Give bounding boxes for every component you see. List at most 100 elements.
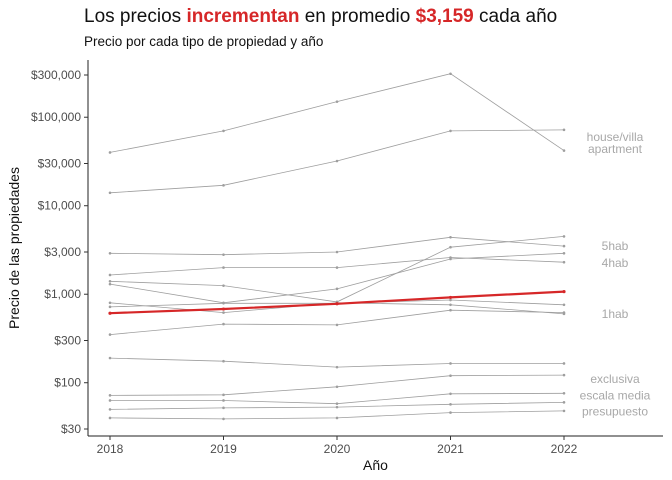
property-type-point [562,373,566,377]
series-label: presupuesto [582,405,648,419]
property-type-point [108,282,112,286]
property-type-point [335,159,339,163]
property-type-point [108,356,112,360]
property-type-point [449,362,452,365]
average-price-point [562,290,566,294]
x-tick-label: 2021 [437,442,464,456]
property-type-point [449,72,452,76]
property-type-point [335,365,339,369]
y-tick-label: $300 [54,334,81,348]
property-type-point [335,402,339,405]
property-type-point [335,416,339,420]
property-type-point [222,301,225,305]
property-type-line [109,357,564,368]
title-part-2: en promedio [299,6,416,27]
average-price-point [221,307,226,311]
property-type-point [108,408,112,411]
property-type-point [108,191,112,195]
property-type-point [449,374,452,378]
property-type-point [108,279,112,283]
series-label: exclusiva [590,372,640,386]
series-label: house/villa [587,130,644,144]
x-tick-label: 2022 [551,442,578,456]
property-type-point [108,252,112,255]
property-type-line [109,309,565,335]
property-type-point [335,100,339,103]
title-highlight-amount: $3,159 [415,6,474,27]
average-price-point [108,311,112,315]
property-type-point [222,417,225,421]
x-tick-label: 2018 [97,442,124,456]
property-type-point [562,311,566,314]
property-type-point [108,305,112,309]
property-type-point [562,149,566,152]
property-type-point [108,416,112,420]
property-type-point [222,399,225,402]
property-type-point [108,151,112,154]
property-type-point [108,333,112,336]
title-highlight-increase: incrementan [186,6,300,27]
property-type-point [449,411,452,414]
property-type-point [562,260,566,264]
property-type-point [108,301,112,305]
series-label: apartment [588,142,643,156]
property-type-point [222,253,225,256]
x-tick-label: 2019 [210,442,237,456]
x-axis-title: Año [363,457,388,473]
property-type-point [222,359,225,363]
y-axis-title: Precio de las propiedades [6,167,22,329]
average-price-point [448,295,453,300]
property-type-point [449,403,452,406]
series-label: 5hab [602,239,629,253]
y-tick-label: $1,000 [44,287,81,301]
property-type-point [335,323,339,327]
property-type-point [562,409,566,413]
property-type-point [449,298,452,302]
property-type-line [109,236,565,303]
chart-subtitle: Precio por cada tipo de propiedad y año [84,34,324,49]
property-type-point [222,184,225,187]
property-type-point [449,303,452,307]
series-label: escala media [580,388,651,402]
title-part-1: Los precios [84,6,187,27]
property-type-point [222,284,225,287]
property-type-point [449,235,452,239]
title-part-3: cada año [473,6,558,27]
property-type-point [562,401,566,404]
property-type-point [222,129,225,133]
series-label: 1hab [602,307,629,321]
property-type-point [449,245,452,249]
property-type-point [108,394,112,397]
property-type-point [335,405,339,409]
property-type-point [335,266,339,269]
y-tick-label: $300,000 [31,68,81,82]
property-type-point [335,250,339,254]
property-type-point [222,266,225,269]
property-type-point [562,128,566,132]
property-type-point [562,391,566,395]
series-label: 4hab [602,256,629,270]
property-type-line [109,257,565,276]
property-type-point [335,385,339,389]
property-type-line [109,73,565,153]
property-type-point [562,362,566,365]
y-tick-label: $30 [61,422,81,436]
property-type-point [335,287,339,291]
property-type-point [108,273,112,277]
property-type-point [222,322,225,326]
property-type-point [449,392,452,396]
property-type-point [449,129,452,133]
property-type-point [222,393,225,397]
average-price-point [335,302,339,306]
property-type-point [222,311,225,314]
chart-title: Los precios incrementan en promedio $3,1… [84,6,557,28]
property-type-point [222,406,225,410]
y-tick-label: $30,000 [38,157,82,171]
property-type-line [109,374,565,396]
property-type-point [449,257,452,261]
y-tick-label: $3,000 [44,245,81,259]
y-tick-label: $10,000 [38,199,82,213]
property-type-point [449,308,452,312]
property-type-point [562,252,566,255]
